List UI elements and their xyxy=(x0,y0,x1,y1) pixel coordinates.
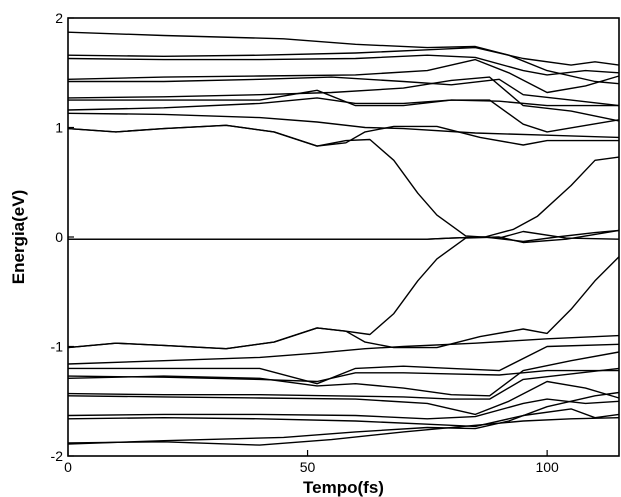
series-line-19 xyxy=(67,351,620,397)
x-tick-label: 0 xyxy=(64,459,72,475)
series-line-16 xyxy=(67,334,620,365)
y-tick-label: 2 xyxy=(55,10,63,26)
series-line-23 xyxy=(67,408,620,428)
y-tick-label: -1 xyxy=(51,339,64,355)
y-tick-label: 1 xyxy=(55,120,63,136)
series-line-15 xyxy=(67,256,620,350)
series-line-4 xyxy=(67,58,620,94)
plot-frame xyxy=(67,17,620,457)
series-line-21 xyxy=(67,380,620,416)
series-line-22 xyxy=(67,398,620,420)
series-line-25 xyxy=(67,417,620,446)
series-line-12 xyxy=(68,156,620,240)
series-line-3 xyxy=(67,54,620,76)
x-tick-label: 100 xyxy=(535,459,559,475)
y-tick-label: 0 xyxy=(55,229,63,245)
series-line-13 xyxy=(68,229,620,243)
x-tick-label: 50 xyxy=(300,459,316,475)
series-layer xyxy=(67,31,620,446)
series-line-6 xyxy=(67,76,620,122)
series-line-9 xyxy=(67,112,620,139)
series-line-17 xyxy=(68,343,620,385)
series-line-5 xyxy=(68,76,620,107)
ticks-layer: 0 50 100 -2 -1 0 1 2 xyxy=(51,10,559,475)
series-line-11 xyxy=(67,124,620,240)
series-line-2 xyxy=(67,46,620,66)
series-line-20 xyxy=(67,367,620,400)
series-line-7 xyxy=(68,89,620,133)
x-axis-title: Tempo(fs) xyxy=(303,478,384,497)
series-line-1 xyxy=(67,31,620,85)
y-axis-title: Energia(eV) xyxy=(9,190,28,284)
y-tick-label: -2 xyxy=(51,448,64,464)
series-line-8 xyxy=(67,97,619,111)
series-line-18 xyxy=(67,369,619,383)
